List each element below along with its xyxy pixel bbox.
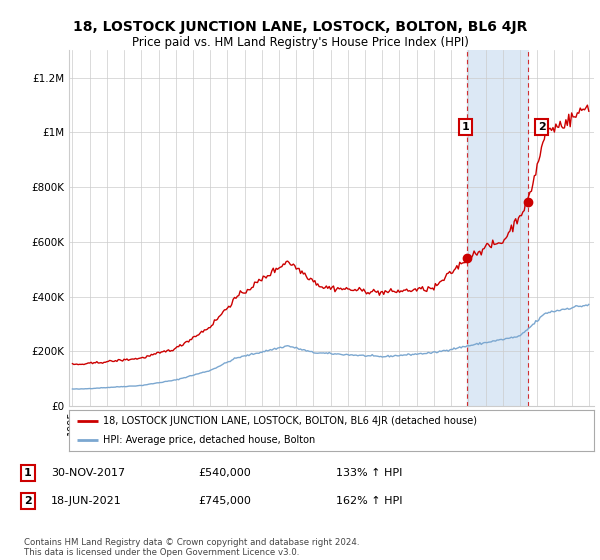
Text: Price paid vs. HM Land Registry's House Price Index (HPI): Price paid vs. HM Land Registry's House … xyxy=(131,36,469,49)
Text: 18, LOSTOCK JUNCTION LANE, LOSTOCK, BOLTON, BL6 4JR: 18, LOSTOCK JUNCTION LANE, LOSTOCK, BOLT… xyxy=(73,20,527,34)
Text: 1: 1 xyxy=(461,122,469,132)
Text: 2: 2 xyxy=(538,122,545,132)
Bar xyxy=(467,50,528,406)
Text: 1: 1 xyxy=(24,468,32,478)
Text: 18, LOSTOCK JUNCTION LANE, LOSTOCK, BOLTON, BL6 4JR (detached house): 18, LOSTOCK JUNCTION LANE, LOSTOCK, BOLT… xyxy=(103,417,477,426)
Text: £745,000: £745,000 xyxy=(198,496,251,506)
Text: 2: 2 xyxy=(24,496,32,506)
Text: 133% ↑ HPI: 133% ↑ HPI xyxy=(336,468,403,478)
Text: £540,000: £540,000 xyxy=(198,468,251,478)
Text: 18-JUN-2021: 18-JUN-2021 xyxy=(51,496,122,506)
Text: Contains HM Land Registry data © Crown copyright and database right 2024.
This d: Contains HM Land Registry data © Crown c… xyxy=(24,538,359,557)
Text: 162% ↑ HPI: 162% ↑ HPI xyxy=(336,496,403,506)
Text: 30-NOV-2017: 30-NOV-2017 xyxy=(51,468,125,478)
Text: HPI: Average price, detached house, Bolton: HPI: Average price, detached house, Bolt… xyxy=(103,435,316,445)
